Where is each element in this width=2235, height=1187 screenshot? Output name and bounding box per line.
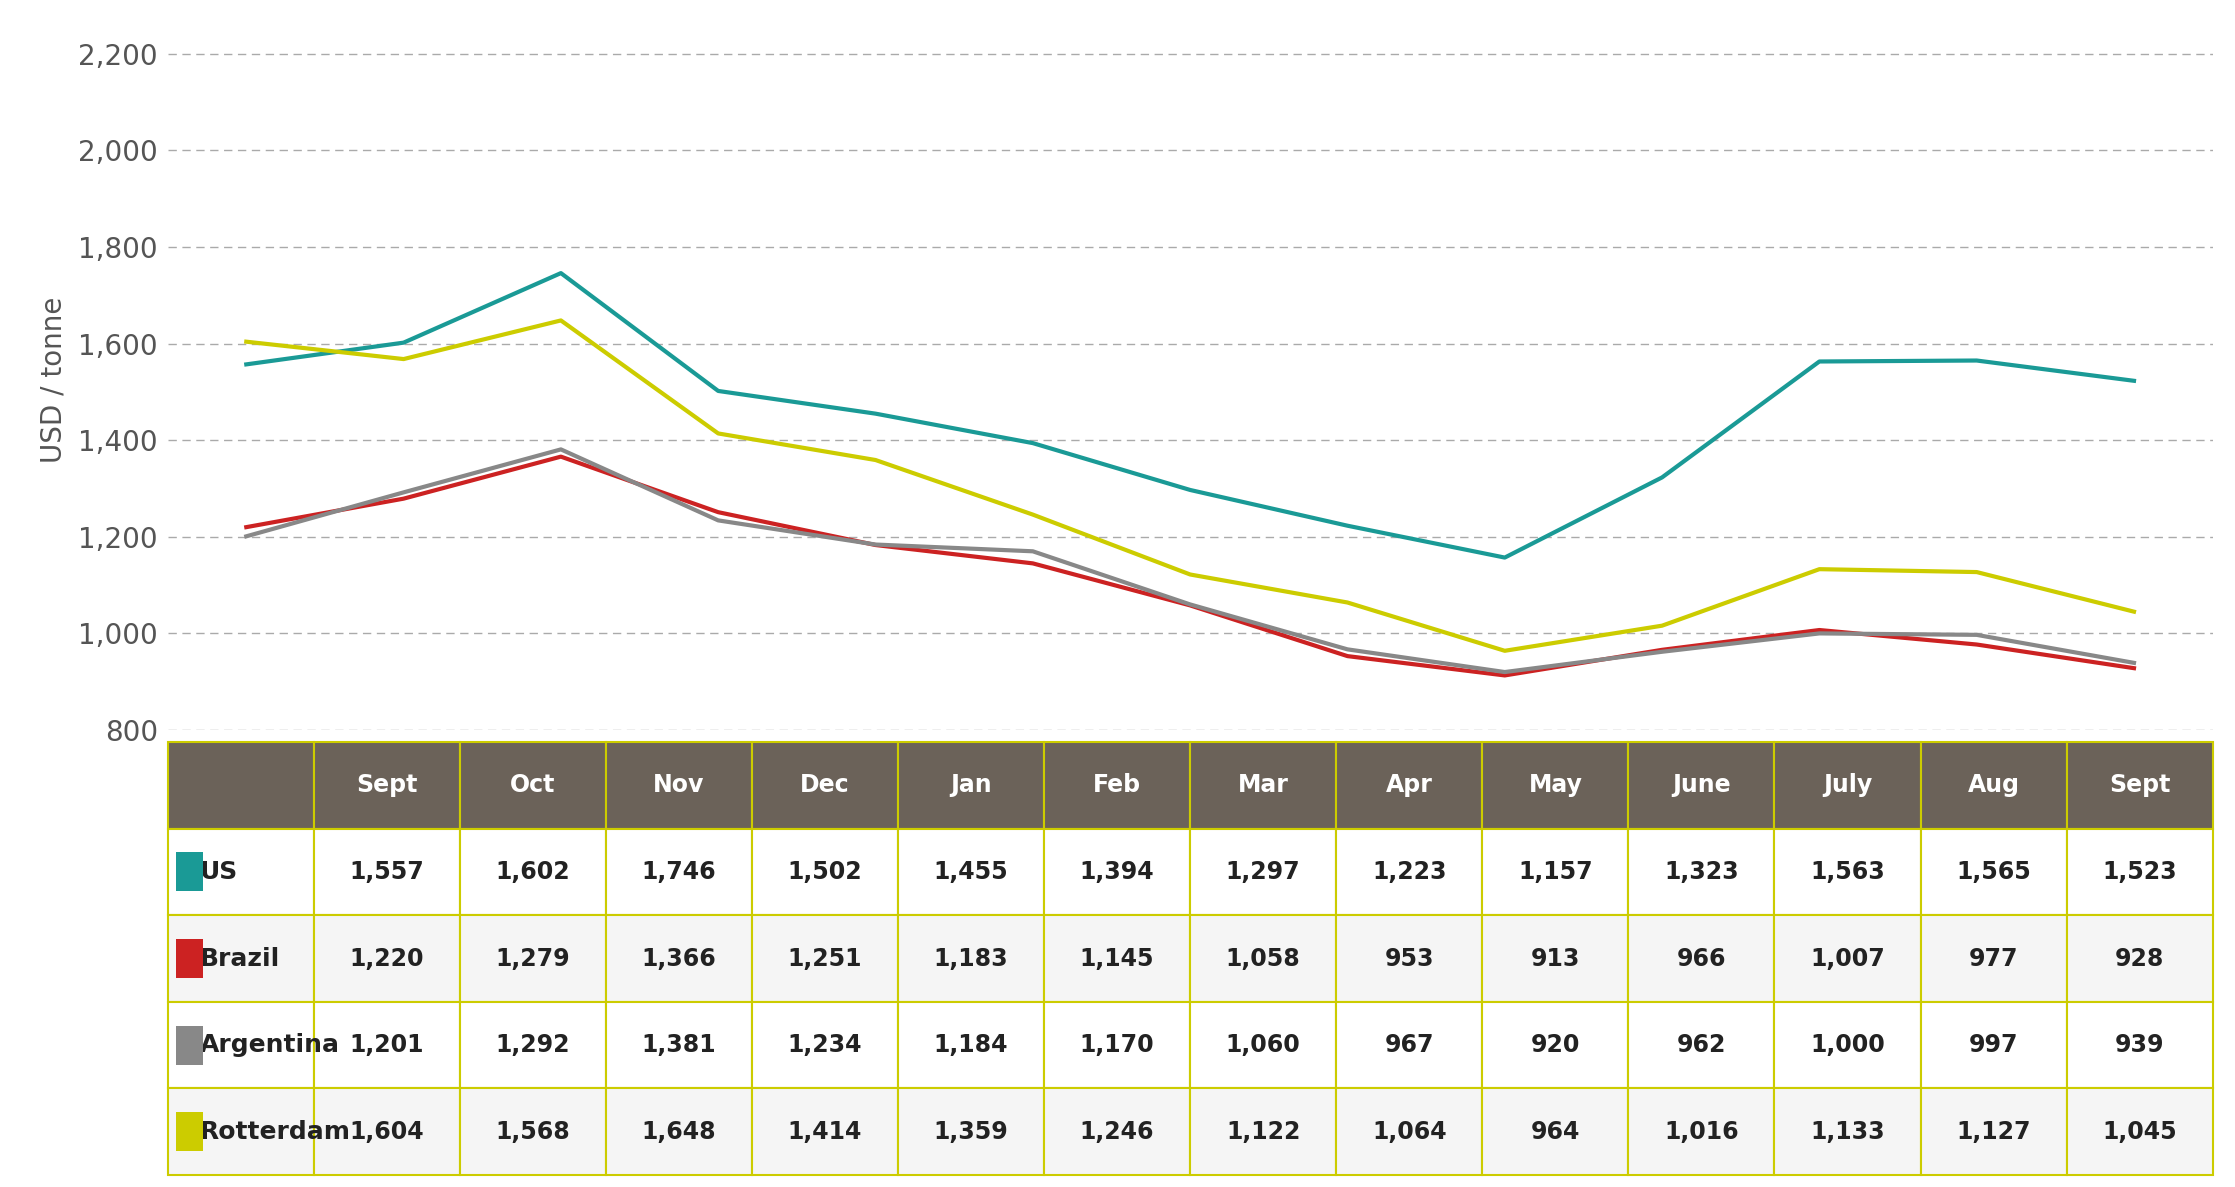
Text: 1,246: 1,246 — [1080, 1119, 1153, 1144]
Text: Nov: Nov — [653, 773, 704, 798]
Text: 1,297: 1,297 — [1225, 859, 1301, 884]
Text: 1,157: 1,157 — [1518, 859, 1594, 884]
Text: 1,060: 1,060 — [1225, 1033, 1301, 1058]
Text: 1,251: 1,251 — [787, 946, 863, 971]
Text: Argentina: Argentina — [199, 1033, 340, 1058]
Text: 1,323: 1,323 — [1665, 859, 1739, 884]
Text: 953: 953 — [1383, 946, 1435, 971]
Text: Feb: Feb — [1093, 773, 1142, 798]
Text: 977: 977 — [1969, 946, 2018, 971]
Text: 1,016: 1,016 — [1665, 1119, 1739, 1144]
Text: 1,523: 1,523 — [2103, 859, 2177, 884]
Text: 1,292: 1,292 — [496, 1033, 570, 1058]
Text: 1,170: 1,170 — [1080, 1033, 1155, 1058]
Text: 1,565: 1,565 — [1956, 859, 2032, 884]
Text: 1,127: 1,127 — [1956, 1119, 2032, 1144]
Text: 1,223: 1,223 — [1372, 859, 1446, 884]
Text: 1,279: 1,279 — [496, 946, 570, 971]
Y-axis label: USD / tonne: USD / tonne — [38, 297, 67, 463]
Text: 1,648: 1,648 — [641, 1119, 715, 1144]
Text: 1,122: 1,122 — [1227, 1119, 1301, 1144]
Text: 966: 966 — [1676, 946, 1725, 971]
Text: May: May — [1529, 773, 1582, 798]
Text: Jan: Jan — [950, 773, 992, 798]
Text: 1,000: 1,000 — [1810, 1033, 1884, 1058]
Text: 1,184: 1,184 — [934, 1033, 1008, 1058]
Text: 1,183: 1,183 — [934, 946, 1008, 971]
Text: Mar: Mar — [1238, 773, 1290, 798]
Text: 1,604: 1,604 — [349, 1119, 425, 1144]
Text: 939: 939 — [2114, 1033, 2163, 1058]
Text: Sept: Sept — [355, 773, 418, 798]
Text: 1,414: 1,414 — [787, 1119, 863, 1144]
Text: 1,394: 1,394 — [1080, 859, 1155, 884]
Text: Apr: Apr — [1386, 773, 1433, 798]
Text: 964: 964 — [1531, 1119, 1580, 1144]
Text: 1,568: 1,568 — [496, 1119, 570, 1144]
Text: 1,366: 1,366 — [641, 946, 715, 971]
Text: 913: 913 — [1531, 946, 1580, 971]
Text: 997: 997 — [1969, 1033, 2018, 1058]
Text: 967: 967 — [1383, 1033, 1435, 1058]
Text: 1,220: 1,220 — [349, 946, 425, 971]
Text: 1,502: 1,502 — [787, 859, 863, 884]
Text: 1,234: 1,234 — [787, 1033, 863, 1058]
Text: 928: 928 — [2114, 946, 2163, 971]
Text: Oct: Oct — [510, 773, 557, 798]
Text: 1,145: 1,145 — [1080, 946, 1153, 971]
Text: 1,007: 1,007 — [1810, 946, 1884, 971]
Text: 920: 920 — [1531, 1033, 1580, 1058]
Text: Dec: Dec — [800, 773, 849, 798]
Text: 1,563: 1,563 — [1810, 859, 1884, 884]
Text: 1,064: 1,064 — [1372, 1119, 1446, 1144]
Text: 1,058: 1,058 — [1225, 946, 1301, 971]
Text: 962: 962 — [1676, 1033, 1725, 1058]
Text: Brazil: Brazil — [199, 946, 279, 971]
Text: 1,746: 1,746 — [641, 859, 715, 884]
Text: Sept: Sept — [2110, 773, 2170, 798]
Text: 1,557: 1,557 — [349, 859, 425, 884]
Text: 1,381: 1,381 — [641, 1033, 715, 1058]
Text: Aug: Aug — [1967, 773, 2020, 798]
Text: July: July — [1824, 773, 1873, 798]
Text: 1,359: 1,359 — [934, 1119, 1008, 1144]
Text: 1,455: 1,455 — [934, 859, 1008, 884]
Text: Rotterdam: Rotterdam — [199, 1119, 351, 1144]
Text: US: US — [199, 859, 237, 884]
Text: 1,602: 1,602 — [496, 859, 570, 884]
Text: 1,133: 1,133 — [1810, 1119, 1884, 1144]
Text: 1,045: 1,045 — [2103, 1119, 2177, 1144]
Text: June: June — [1672, 773, 1730, 798]
Text: 1,201: 1,201 — [349, 1033, 425, 1058]
